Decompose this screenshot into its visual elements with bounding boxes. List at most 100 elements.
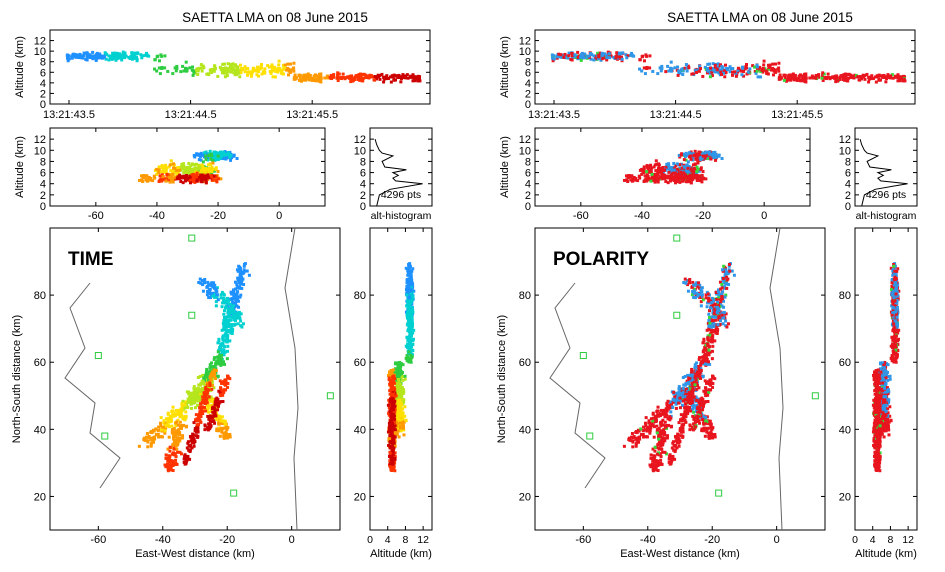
source-point: [207, 295, 211, 299]
y-tick-label: 8: [360, 156, 366, 168]
source-point: [389, 413, 393, 417]
source-point: [221, 343, 225, 347]
source-point: [409, 353, 413, 357]
source-point: [407, 322, 411, 326]
source-point: [196, 72, 200, 76]
source-point: [280, 69, 284, 73]
source-point: [746, 70, 750, 74]
source-point: [213, 356, 217, 360]
source-point: [410, 269, 414, 273]
source-point: [230, 297, 234, 301]
source-point: [203, 424, 207, 428]
source-point: [394, 394, 398, 398]
source-point: [224, 66, 228, 70]
source-point: [212, 371, 216, 375]
source-point: [226, 436, 230, 440]
source-point: [400, 386, 404, 390]
source-point: [404, 418, 408, 422]
source-point: [390, 460, 394, 464]
source-point: [223, 301, 227, 305]
source-point: [210, 361, 214, 365]
source-point: [412, 77, 416, 81]
source-point: [410, 305, 414, 309]
source-point: [280, 71, 284, 75]
source-point: [176, 418, 180, 422]
source-point: [386, 430, 390, 434]
source-point: [276, 66, 280, 70]
source-point: [211, 285, 215, 289]
source-point: [570, 51, 574, 55]
source-point: [642, 179, 646, 183]
source-point: [139, 53, 143, 57]
source-point: [269, 71, 273, 75]
source-point: [134, 52, 138, 56]
source-point: [658, 66, 662, 70]
source-point: [205, 426, 209, 430]
source-point: [235, 286, 239, 290]
source-point: [208, 163, 212, 167]
source-point: [282, 65, 286, 69]
source-point: [218, 434, 222, 438]
source-point: [751, 64, 755, 68]
source-point: [396, 381, 400, 385]
source-point: [230, 315, 234, 319]
source-point: [408, 319, 412, 323]
source-point: [199, 389, 203, 393]
source-point: [669, 169, 673, 173]
source-point: [207, 422, 211, 426]
source-point: [885, 77, 889, 81]
source-point: [157, 168, 161, 172]
source-point: [227, 299, 231, 303]
source-point: [233, 297, 237, 301]
source-point: [774, 62, 778, 66]
source-point: [302, 75, 306, 79]
source-point: [199, 402, 203, 406]
source-point: [148, 178, 152, 182]
source-point: [687, 66, 691, 70]
source-point: [184, 462, 188, 466]
source-point: [380, 72, 384, 76]
source-point: [669, 179, 673, 183]
source-point: [146, 54, 150, 58]
source-point: [175, 412, 179, 416]
source-point: [407, 348, 411, 352]
y-tick-label: 60: [354, 357, 366, 369]
source-point: [213, 400, 217, 404]
source-point: [697, 68, 701, 72]
source-point: [201, 393, 205, 397]
source-point: [211, 417, 215, 421]
source-point: [631, 177, 635, 181]
source-point: [213, 286, 217, 290]
source-point: [184, 414, 188, 418]
source-point: [898, 79, 902, 83]
source-point: [723, 75, 727, 79]
x-tick-label: 13:21:44.5: [650, 109, 702, 121]
source-point: [605, 56, 609, 60]
source-point: [173, 453, 177, 457]
source-point: [174, 455, 178, 459]
source-point: [162, 164, 166, 168]
source-point: [646, 175, 650, 179]
source-point: [169, 159, 173, 163]
source-point: [247, 273, 251, 277]
source-point: [218, 379, 222, 383]
source-point: [170, 452, 174, 456]
source-point: [196, 428, 200, 432]
source-point: [222, 299, 226, 303]
source-point: [226, 385, 230, 389]
source-point: [680, 166, 684, 170]
source-point: [687, 174, 691, 178]
y-tick-label: 6: [845, 168, 851, 180]
source-point: [211, 366, 215, 370]
source-point: [189, 439, 193, 443]
source-point: [198, 418, 202, 422]
source-point: [201, 160, 205, 164]
source-point: [177, 177, 181, 181]
source-point: [238, 271, 242, 275]
source-point: [206, 158, 210, 162]
source-point: [391, 368, 395, 372]
source-point: [226, 344, 230, 348]
polarity-panel: SAETTA LMA on 08 June 201502468101213:21…: [496, 10, 918, 560]
source-point: [166, 69, 170, 73]
source-point: [220, 430, 224, 434]
